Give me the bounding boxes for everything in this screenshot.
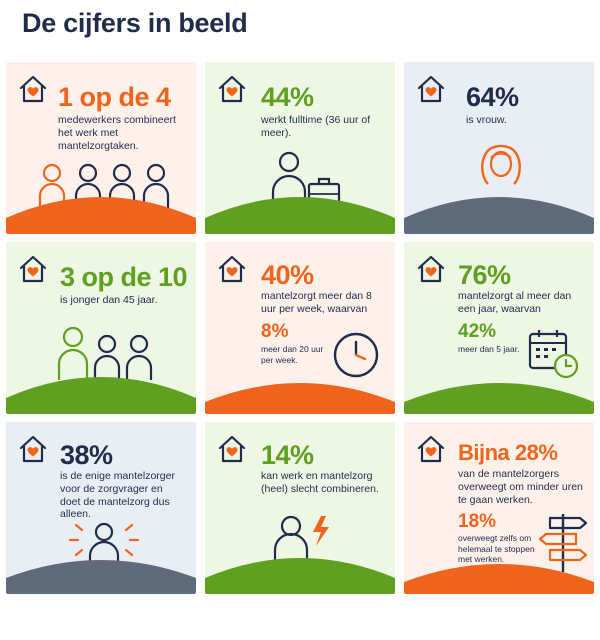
house-heart-icon xyxy=(18,254,48,284)
house-heart-icon xyxy=(416,434,446,464)
alone-person-icon xyxy=(68,522,140,566)
house-heart-icon xyxy=(416,74,446,104)
stat-description: is vrouw. xyxy=(466,114,507,126)
stat-value: 38% xyxy=(60,440,113,470)
clock-icon xyxy=(333,332,379,378)
house-heart-icon xyxy=(416,254,446,284)
hill-shape xyxy=(404,383,594,414)
stat-card-fulltime: 44% werkt fulltime (36 uur of meer). xyxy=(205,62,395,234)
stat-description: mantelzorgt al meer dan een jaar, waarva… xyxy=(458,290,572,315)
stat-card-sole-caregiver: 38% is de enige mantelzorger voor de zor… xyxy=(6,422,196,594)
stat-description: werkt fulltime (36 uur of meer). xyxy=(261,114,371,139)
hill-shape xyxy=(205,383,395,414)
stat-value: 28% xyxy=(514,440,558,465)
signpost-icon xyxy=(538,514,588,572)
stat-description: is de enige mantelzorger voor de zorgvra… xyxy=(60,470,175,521)
stat-secondary-value: 18% xyxy=(458,511,497,532)
house-heart-icon xyxy=(217,434,247,464)
woman-icon xyxy=(481,144,521,185)
hill-shape xyxy=(205,558,395,594)
stat-secondary-value: 8% xyxy=(261,321,289,342)
hill-shape xyxy=(205,197,395,234)
hill-shape xyxy=(404,564,594,594)
house-heart-icon xyxy=(217,74,247,104)
stat-description: kan werk en mantelzorg (heel) slecht com… xyxy=(261,470,379,495)
stat-card-duration: 76% mantelzorgt al meer dan een jaar, wa… xyxy=(404,242,594,414)
stat-card-women: 64% is vrouw. xyxy=(404,62,594,234)
stat-description: is jonger dan 45 jaar. xyxy=(60,294,158,306)
house-heart-icon xyxy=(18,434,48,464)
stat-card-hours-per-week: 40% mantelzorgt meer dan 8 uur per week,… xyxy=(205,242,395,414)
stat-description: van de mantelzorgers overweegt om minder… xyxy=(458,468,583,506)
stat-value: 14% xyxy=(261,440,314,470)
house-heart-icon xyxy=(18,74,48,104)
stat-card-fewer-hours: Bijna 28% van de mantelzorgers overweegt… xyxy=(404,422,594,594)
stat-card-under-45: 3 op de 10 is jonger dan 45 jaar. xyxy=(6,242,196,414)
stat-value: 44% xyxy=(261,82,314,112)
people-group-icon xyxy=(38,163,170,208)
stat-value: 1 op de 4 xyxy=(58,82,171,112)
stat-description: mantelzorgt meer dan 8 uur per week, waa… xyxy=(261,290,372,315)
stat-card-one-in-four: 1 op de 4 medewerkers combineert het wer… xyxy=(6,62,196,234)
stat-value: 76% xyxy=(458,260,511,290)
hill-shape xyxy=(6,377,196,414)
page-title: De cijfers in beeld xyxy=(22,8,248,38)
stat-value: 64% xyxy=(466,82,519,112)
house-heart-icon xyxy=(217,254,247,284)
stat-value: 3 op de 10 xyxy=(60,262,188,292)
stat-secondary-value: 42% xyxy=(458,321,497,342)
stat-secondary-description: overweegt zelfs om helemaal te stoppen m… xyxy=(458,533,535,565)
stat-secondary-description: meer dan 20 uur per week. xyxy=(261,344,324,365)
hill-shape xyxy=(6,197,196,234)
stat-description: medewerkers combineert het werk met mant… xyxy=(58,114,176,152)
calendar-clock-icon xyxy=(528,330,579,379)
stat-value: 40% xyxy=(261,260,314,290)
hill-shape xyxy=(6,560,196,594)
stat-prefix: Bijna xyxy=(458,440,510,465)
stat-secondary-description: meer dan 5 jaar. xyxy=(458,344,520,354)
stat-value-group: Bijna 28% xyxy=(458,440,558,465)
people-trio-icon xyxy=(57,326,153,380)
stat-card-combining: 14% kan werk en mantelzorg (heel) slecht… xyxy=(205,422,395,594)
person-lightning-icon xyxy=(273,515,329,562)
hill-shape xyxy=(404,197,594,234)
